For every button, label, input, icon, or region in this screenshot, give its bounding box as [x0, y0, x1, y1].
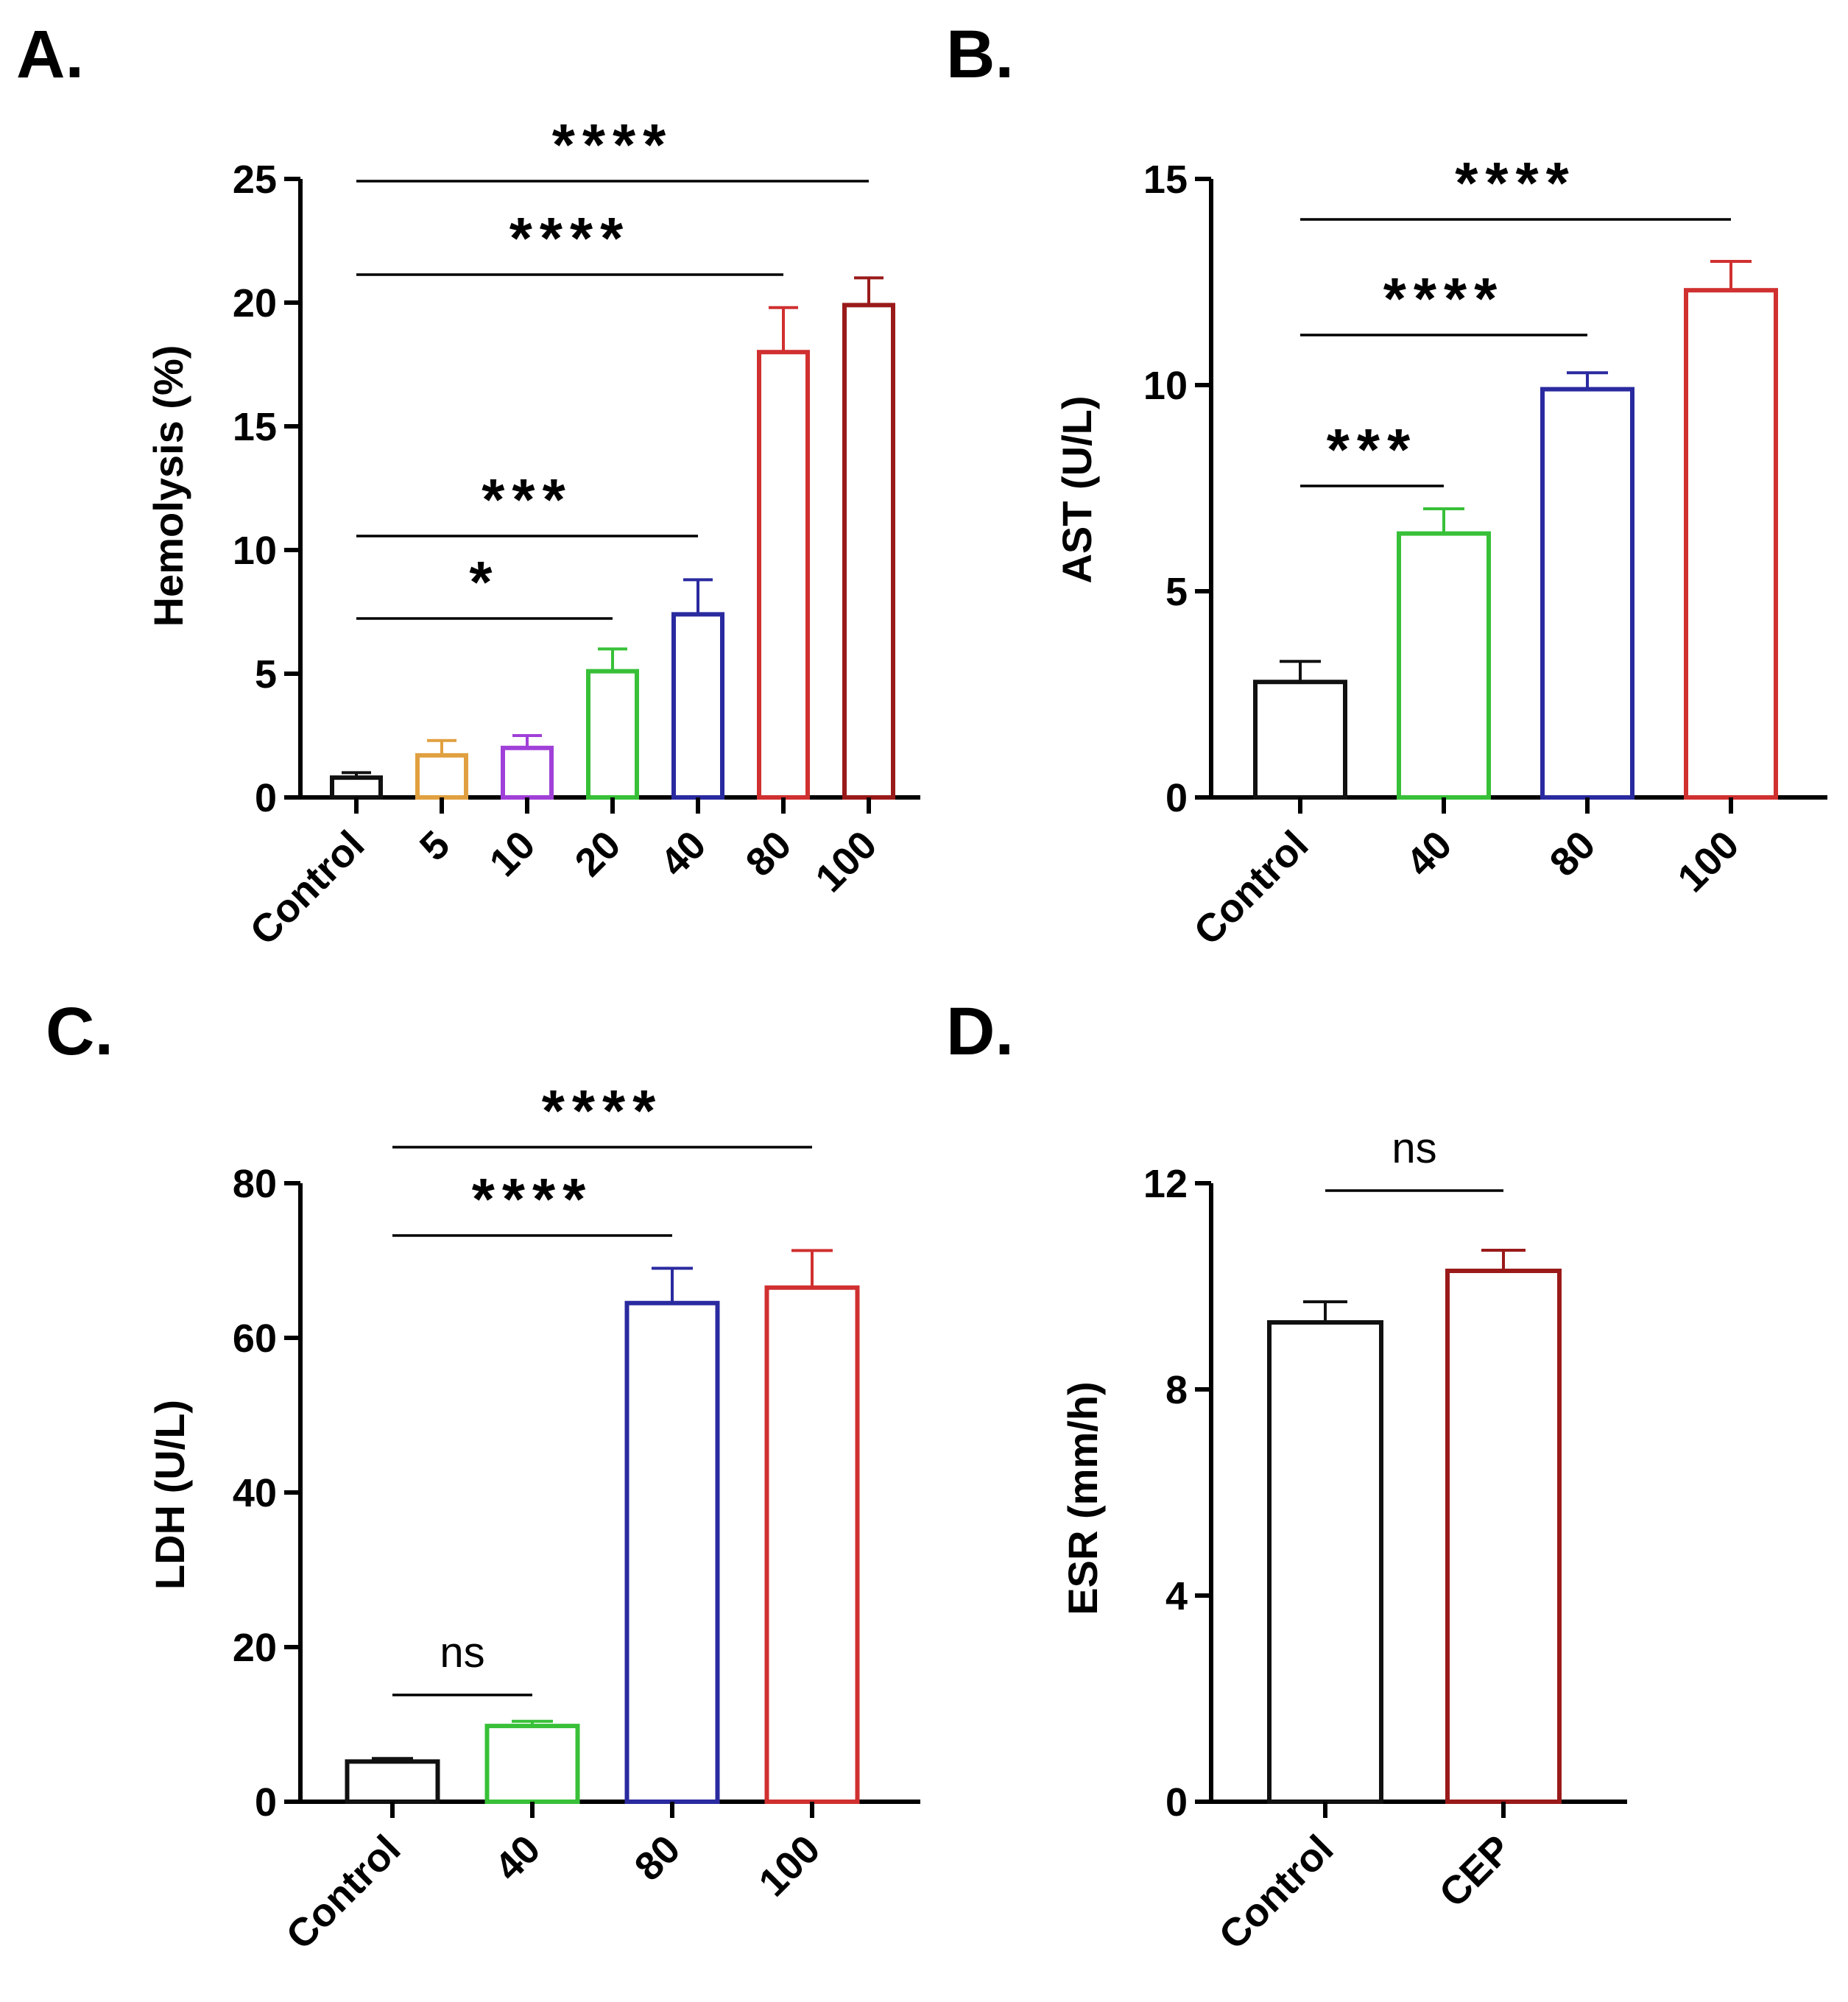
y-tick-label: 80	[233, 1162, 277, 1206]
y-tick-label: 0	[1165, 776, 1188, 820]
significance-label: ****	[509, 205, 631, 271]
y-axis-title-a: Hemolysis (%)	[145, 345, 191, 627]
y-tick-label: 10	[1143, 364, 1188, 408]
significance-label: ****	[542, 1078, 663, 1143]
bar	[415, 752, 468, 800]
bar	[484, 1724, 580, 1805]
bar	[1445, 1269, 1562, 1804]
significance-label: ns	[1392, 1124, 1436, 1172]
bar	[842, 303, 895, 800]
significance-label: ****	[472, 1166, 593, 1232]
bar	[1684, 288, 1778, 800]
bar	[330, 775, 383, 800]
significance-label: ****	[552, 112, 674, 177]
significance-label: ns	[440, 1629, 484, 1677]
bar	[1397, 531, 1491, 800]
bar	[624, 1300, 720, 1804]
bar	[764, 1285, 860, 1804]
panel-label-c: C.	[46, 994, 113, 1069]
y-tick-label: 10	[233, 529, 277, 573]
bar	[586, 669, 639, 800]
y-axis-title-b: AST (U/L)	[1054, 395, 1100, 583]
bar	[501, 745, 554, 800]
panel-label-b: B.	[946, 17, 1014, 92]
y-tick-label: 20	[233, 281, 277, 325]
significance-label: *	[469, 549, 499, 615]
y-tick-label: 0	[255, 1780, 277, 1825]
y-tick-label: 15	[1143, 158, 1188, 202]
y-tick-label: 0	[1165, 1780, 1188, 1825]
panel-label-d: D.	[946, 994, 1014, 1069]
y-axis-title-c: LDH (U/L)	[147, 1400, 193, 1590]
y-tick-label: 5	[1165, 570, 1188, 614]
y-axis-title-d: ESR (mm/h)	[1059, 1381, 1106, 1615]
y-tick-label: 40	[233, 1471, 277, 1515]
y-tick-label: 8	[1165, 1368, 1188, 1412]
y-tick-label: 60	[233, 1317, 277, 1361]
significance-label: ****	[1455, 150, 1576, 216]
bar	[1267, 1320, 1383, 1804]
y-tick-label: 15	[233, 405, 277, 449]
panel-label-a: A.	[16, 17, 84, 92]
y-tick-label: 5	[255, 652, 277, 697]
y-tick-label: 0	[255, 776, 277, 820]
y-tick-label: 12	[1143, 1162, 1188, 1206]
bar	[1540, 387, 1634, 800]
significance-label: ****	[1383, 266, 1505, 331]
significance-label: ***	[1327, 417, 1417, 482]
significance-label: ***	[482, 467, 572, 532]
bar	[757, 350, 810, 800]
bar	[671, 612, 724, 800]
y-tick-label: 25	[233, 158, 277, 202]
bar	[1253, 680, 1347, 800]
y-tick-label: 20	[233, 1626, 277, 1670]
y-tick-label: 4	[1165, 1574, 1188, 1618]
bar	[345, 1759, 440, 1804]
